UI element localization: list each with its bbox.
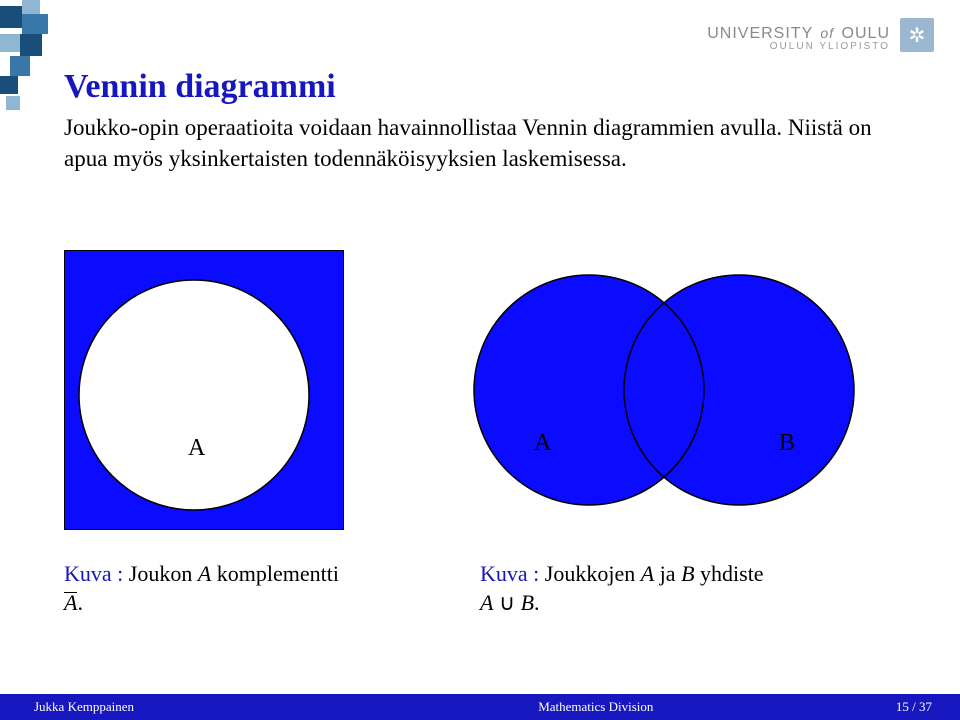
- caption-row: Kuva : Joukon A komplementti A. Kuva : J…: [64, 560, 896, 617]
- caption-A: A: [641, 561, 654, 586]
- svg-text:A: A: [188, 435, 206, 461]
- deco-square: [0, 76, 18, 94]
- caption-mid: ja: [654, 561, 681, 586]
- venn-union-figure: AB: [464, 250, 859, 530]
- caption-right: Kuva : Joukkojen A ja B yhdiste A ∪ B.: [480, 560, 896, 617]
- footer-page-sep: /: [912, 699, 919, 714]
- caption-B: B: [681, 561, 694, 586]
- footer-page: 15 / 37: [812, 699, 960, 715]
- caption-A: A: [198, 561, 211, 586]
- caption-text: komplementti: [211, 561, 339, 586]
- slide-title: Vennin diagrammi: [64, 68, 896, 106]
- venn-complement-figure: A: [64, 250, 344, 530]
- deco-square: [10, 56, 30, 76]
- venn-union-svg: AB: [464, 250, 859, 530]
- caption-expr-B: B: [521, 590, 534, 615]
- content-area: Vennin diagrammi Joukko-opin operaatioit…: [64, 68, 896, 174]
- caption-lead: Kuva :: [64, 561, 123, 586]
- deco-square: [0, 34, 20, 52]
- slide: UNIVERSITY of OULU OULUN YLIOPISTO ✲ Ven…: [0, 0, 960, 720]
- caption-period: .: [534, 590, 540, 615]
- caption-lead: Kuva :: [480, 561, 539, 586]
- figure-row: A AB: [64, 250, 896, 530]
- caption-text: yhdiste: [695, 561, 764, 586]
- corner-decoration: [0, 0, 70, 130]
- svg-text:A: A: [534, 430, 552, 456]
- footer-bar: Jukka Kemppainen Mathematics Division 15…: [0, 694, 960, 720]
- deco-square: [20, 34, 42, 56]
- logo-main-pre: UNIVERSITY: [707, 25, 813, 42]
- deco-square: [22, 0, 40, 14]
- logo-main-of: of: [818, 25, 836, 41]
- slide-body: Joukko-opin operaatioita voidaan havainn…: [64, 112, 896, 174]
- footer-page-current: 15: [896, 699, 909, 714]
- footer-page-total: 37: [919, 699, 932, 714]
- caption-text: Joukon: [123, 561, 198, 586]
- caption-period: .: [77, 590, 83, 615]
- caption-text: Joukkojen: [539, 561, 640, 586]
- caption-expr-A: A: [480, 590, 493, 615]
- footer-division: Mathematics Division: [380, 699, 812, 715]
- footer-author: Jukka Kemppainen: [0, 699, 380, 715]
- union-symbol: ∪: [493, 590, 520, 615]
- deco-square: [22, 14, 48, 34]
- logo-mark: ✲: [900, 18, 934, 52]
- logo-main-post: OULU: [842, 25, 890, 42]
- svg-text:B: B: [779, 430, 795, 456]
- venn-complement-svg: A: [64, 250, 344, 530]
- university-logo: UNIVERSITY of OULU OULUN YLIOPISTO ✲: [707, 18, 934, 52]
- caption-left: Kuva : Joukon A komplementti A.: [64, 560, 480, 617]
- caption-A-bar: A: [64, 592, 77, 613]
- deco-square: [0, 6, 22, 28]
- deco-square: [6, 96, 20, 110]
